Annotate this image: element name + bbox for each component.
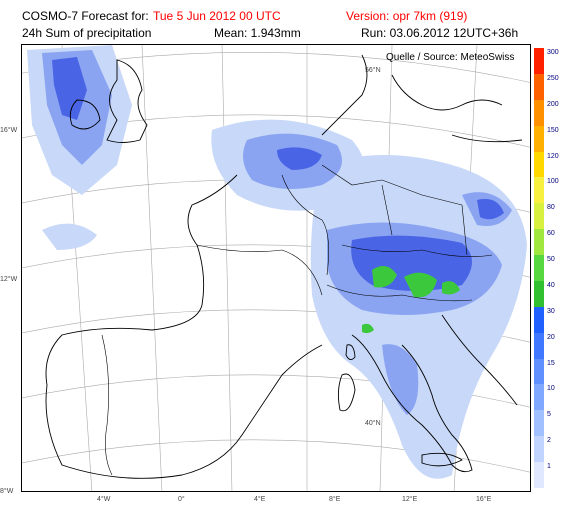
source-label: Quelle / Source: MeteoSwiss bbox=[386, 52, 515, 63]
legend-color-1 bbox=[534, 462, 544, 488]
field-name: 24h Sum of precipitation bbox=[22, 26, 152, 40]
legend-label-40: 40 bbox=[547, 281, 555, 289]
legend-label-15: 15 bbox=[547, 359, 555, 367]
lat-label-40n: 40°N bbox=[365, 420, 381, 427]
legend-color-20 bbox=[534, 332, 544, 359]
lat-label-left-2: 12°W bbox=[0, 276, 18, 283]
legend-label-200: 200 bbox=[547, 100, 559, 108]
coastlines bbox=[45, 54, 523, 479]
legend-color-300 bbox=[534, 48, 544, 74]
lon-label-16e: 16°E bbox=[476, 496, 492, 503]
lon-label-0: 0° bbox=[178, 496, 185, 503]
precipitation-map: 56°N 40°N bbox=[21, 44, 531, 492]
legend-color-200 bbox=[534, 99, 544, 126]
legend-label-50: 50 bbox=[547, 256, 555, 264]
legend-color-250 bbox=[534, 73, 544, 100]
legend-label-10: 10 bbox=[547, 385, 555, 393]
legend-color-100 bbox=[534, 177, 544, 204]
lon-label-12e: 12°E bbox=[402, 496, 418, 503]
mean-value: Mean: 1.943mm bbox=[214, 26, 301, 40]
legend-label-100: 100 bbox=[547, 178, 559, 186]
country-borders bbox=[101, 164, 493, 476]
legend-label-150: 150 bbox=[547, 126, 559, 134]
lat-label-left-3: 8°W bbox=[0, 488, 14, 495]
precip-legend: 300 250 200 150 120 100 80 60 50 40 30 20 15 10 5 2 1 bbox=[534, 48, 566, 488]
legend-label-1: 1 bbox=[547, 463, 551, 471]
legend-label-250: 250 bbox=[547, 74, 559, 82]
legend-color-60 bbox=[534, 229, 544, 256]
lon-label-8e: 8°E bbox=[329, 496, 341, 503]
map-canvas bbox=[22, 45, 530, 491]
legend-color-80 bbox=[534, 203, 544, 230]
legend-color-5 bbox=[534, 410, 544, 437]
precip-heavy bbox=[362, 266, 460, 334]
legend-label-120: 120 bbox=[547, 152, 559, 160]
model-version: Version: opr 7km (919) bbox=[346, 9, 468, 23]
legend-color-120 bbox=[534, 151, 544, 178]
lon-label-4e: 4°E bbox=[254, 496, 266, 503]
legend-label-300: 300 bbox=[547, 49, 559, 56]
legend-label-20: 20 bbox=[547, 333, 555, 341]
legend-color-10 bbox=[534, 384, 544, 411]
lon-label-4w: 4°W bbox=[97, 496, 111, 503]
legend-color-30 bbox=[534, 306, 544, 333]
legend-color-50 bbox=[534, 255, 544, 281]
legend-color-2 bbox=[534, 436, 544, 463]
lat-label-left-1: 16°W bbox=[0, 127, 18, 134]
lat-label-56n: 56°N bbox=[365, 67, 381, 74]
legend-label-30: 30 bbox=[547, 307, 555, 315]
legend-label-60: 60 bbox=[547, 230, 555, 238]
run-info: Run: 03.06.2012 12UTC+36h bbox=[361, 26, 519, 40]
legend-color-150 bbox=[534, 125, 544, 152]
title-prefix: COSMO-7 Forecast for: bbox=[22, 9, 149, 23]
legend-label-2: 2 bbox=[547, 437, 551, 445]
forecast-date: Tue 5 Jun 2012 00 UTC bbox=[153, 9, 281, 23]
legend-color-15 bbox=[534, 358, 544, 385]
legend-label-5: 5 bbox=[547, 411, 551, 419]
legend-label-80: 80 bbox=[547, 204, 555, 212]
legend-color-40 bbox=[534, 280, 544, 307]
